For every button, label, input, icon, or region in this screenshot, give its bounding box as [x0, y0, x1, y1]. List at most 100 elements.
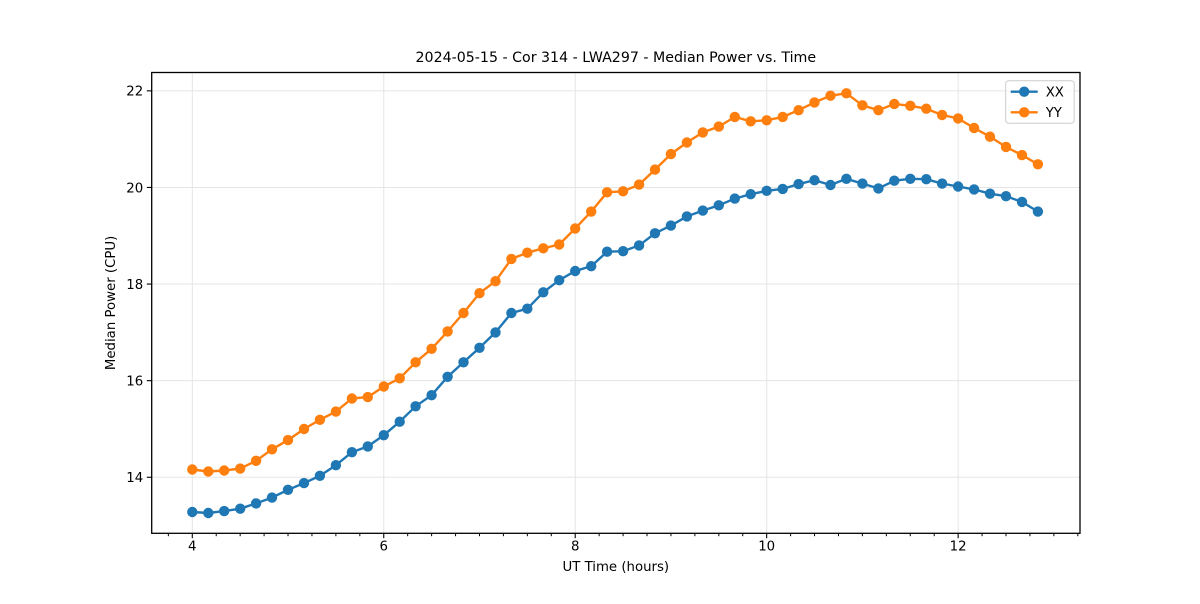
series-yy-marker [681, 137, 693, 148]
series-yy-marker [187, 464, 198, 475]
x-tick-label: 6 [380, 540, 388, 555]
series-xx-marker [586, 261, 597, 272]
y-tick-label: 16 [126, 374, 143, 389]
series-xx-marker [905, 173, 916, 184]
x-tick-label: 12 [950, 540, 967, 555]
series-yy-marker [235, 463, 246, 474]
series-xx-marker [617, 246, 629, 257]
series-xx-marker [1032, 206, 1044, 217]
series-xx-marker [697, 205, 708, 216]
series-yy-marker [745, 116, 756, 127]
series-xx-marker [474, 342, 485, 353]
series-xx-marker [793, 178, 804, 190]
series-xx-marker [298, 477, 310, 489]
series-yy-marker [298, 423, 310, 435]
legend-entry-label: XX [1046, 86, 1064, 101]
series-xx-marker [745, 189, 756, 200]
series-yy-marker [282, 434, 294, 446]
series-xx-marker [936, 178, 948, 189]
series-xx-marker [777, 183, 788, 195]
series-yy-marker [649, 164, 661, 175]
y-tick-label: 18 [126, 278, 143, 293]
x-tick-label: 10 [758, 540, 775, 555]
series-yy-marker [665, 148, 677, 160]
legend-box [1005, 80, 1075, 124]
series-xx-marker [857, 178, 868, 189]
series-yy-marker [490, 276, 501, 287]
series-xx-marker [426, 390, 437, 401]
series-yy-marker [378, 381, 389, 392]
series-yy-marker [873, 105, 884, 116]
series-yy-marker [330, 406, 342, 417]
series-yy-marker [554, 239, 565, 250]
series-xx-marker [952, 181, 964, 192]
series-xx-marker [873, 183, 884, 194]
chart-title: 2024-05-15 - Cor 314 - LWA297 - Median P… [416, 50, 817, 66]
x-tick-label: 4 [188, 540, 196, 555]
series-yy-marker [474, 288, 485, 299]
series-xx-marker [633, 240, 645, 251]
y-tick-label: 22 [126, 85, 143, 100]
series-yy-marker [570, 223, 581, 234]
series-yy-marker [442, 326, 453, 337]
series-xx-marker [665, 220, 677, 231]
series-xx-marker [921, 174, 932, 185]
series-xx-marker [458, 357, 469, 368]
x-tick-label: 8 [571, 540, 579, 555]
y-axis-label: Median Power (CPU) [104, 236, 119, 370]
series-xx-marker [968, 184, 980, 195]
series-yy-marker [633, 179, 645, 190]
series-yy-marker [809, 97, 820, 108]
series-xx-marker [554, 275, 565, 286]
series-xx-marker [1000, 191, 1012, 202]
series-xx-marker [984, 188, 996, 199]
series-xx-marker [219, 505, 230, 517]
series-xx-marker [649, 228, 661, 239]
series-xx-marker [490, 327, 501, 338]
series-yy-marker [761, 115, 772, 126]
series-layer [187, 88, 1044, 519]
series-yy-marker [1000, 141, 1012, 153]
series-xx-marker [570, 265, 581, 277]
y-tick-label: 20 [126, 181, 143, 196]
series-xx-marker [203, 507, 214, 519]
series-yy-marker [250, 455, 262, 466]
series-xx-marker [235, 503, 246, 514]
series-xx-marker [346, 447, 358, 458]
series-xx-marker [410, 401, 421, 412]
series-yy-marker [713, 121, 724, 132]
grid-layer [151, 72, 1080, 534]
legend-sample-marker [1018, 107, 1030, 118]
series-xx-marker [442, 371, 453, 382]
series-yy-marker [617, 186, 629, 197]
series-xx-line [191, 177, 1040, 515]
legend-entry-label: YY [1045, 106, 1063, 121]
series-xx-marker [825, 179, 836, 191]
series-yy-marker [841, 88, 852, 99]
series-yy-marker [729, 111, 740, 123]
series-xx-marker [330, 460, 342, 471]
series-xx-marker [538, 287, 549, 298]
series-yy-marker [314, 414, 326, 425]
series-yy-marker [697, 127, 708, 138]
series-xx-marker [362, 441, 373, 452]
x-axis-label: UT Time (hours) [562, 560, 669, 575]
series-xx-marker [266, 492, 278, 503]
series-yy-marker [793, 105, 804, 116]
series-yy-marker [506, 253, 517, 265]
legend-sample-marker [1018, 86, 1030, 97]
series-yy-marker [458, 307, 469, 319]
series-xx-marker [761, 185, 772, 196]
series-xx-marker [1016, 196, 1028, 208]
plot-border [151, 71, 1081, 534]
series-yy-marker [203, 466, 214, 477]
series-xx-marker [841, 173, 852, 184]
series-xx-marker [681, 211, 693, 222]
y-tick-label: 14 [126, 471, 143, 486]
series-yy-marker [522, 247, 533, 258]
series-xx-marker [522, 303, 533, 314]
series-yy-marker [426, 343, 437, 354]
series-yy-marker [586, 206, 597, 217]
